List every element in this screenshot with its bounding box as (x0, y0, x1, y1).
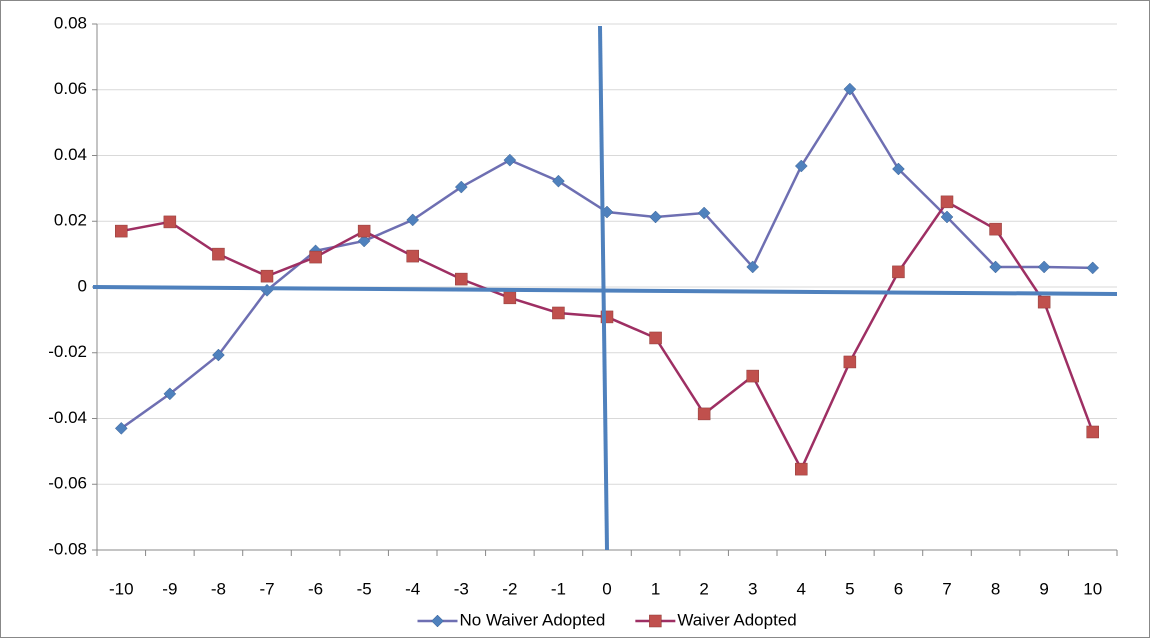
x-tick-label: 7 (942, 579, 951, 598)
data-point (1037, 295, 1051, 309)
x-tick-label: -10 (109, 579, 134, 598)
y-tick-label: -0.06 (48, 474, 87, 493)
data-point (649, 210, 662, 224)
data-point (892, 162, 905, 176)
x-tick-label: 3 (748, 579, 757, 598)
data-point (940, 195, 954, 209)
x-tick-label: 6 (894, 579, 903, 598)
x-tick-label: 4 (797, 579, 806, 598)
x-tick-label: -6 (308, 579, 323, 598)
data-point (455, 272, 468, 286)
y-tick-label: 0.02 (54, 211, 87, 230)
data-point (552, 306, 565, 320)
x-tick-label: -8 (211, 579, 226, 598)
x-tick-label: -5 (357, 579, 372, 598)
plot: -0.08-0.06-0.04-0.0200.020.040.060.08-10… (48, 13, 1118, 629)
x-tick-label: 2 (699, 579, 708, 598)
x-tick-label: -3 (454, 579, 469, 598)
legend-marker (649, 614, 662, 628)
y-tick-label: -0.02 (48, 342, 87, 361)
y-tick-label: -0.08 (48, 539, 87, 558)
data-point (115, 224, 128, 238)
x-tick-label: 9 (1039, 579, 1048, 598)
data-point (503, 291, 517, 305)
x-tick-label: -9 (162, 579, 177, 598)
data-point (1086, 425, 1099, 439)
data-point (114, 422, 128, 435)
y-tick-label: 0.04 (54, 145, 87, 164)
data-point (697, 407, 711, 421)
x-tick-label: -7 (259, 579, 274, 598)
data-point (843, 82, 857, 96)
x-tick-label: 10 (1083, 579, 1102, 598)
data-point (989, 222, 1002, 236)
data-point (989, 260, 1002, 274)
x-tick-label: 5 (845, 579, 854, 598)
data-point (212, 247, 225, 261)
data-point (843, 355, 857, 369)
data-point (454, 180, 468, 194)
data-point (892, 265, 905, 279)
x-tick-label: -1 (551, 579, 566, 598)
data-point (649, 331, 662, 345)
data-point (357, 224, 371, 238)
data-point (1037, 260, 1051, 274)
data-point (406, 249, 419, 263)
data-point (940, 210, 954, 224)
y-tick-label: 0.06 (54, 79, 87, 98)
data-point (1086, 261, 1100, 275)
data-point (746, 260, 760, 274)
x-tick-label: 1 (651, 579, 660, 598)
y-tick-label: 0.08 (54, 13, 87, 32)
data-point (795, 462, 808, 476)
data-point (406, 213, 420, 227)
data-point (260, 269, 274, 283)
data-point (503, 153, 517, 167)
data-point (552, 174, 565, 188)
x-tick-label: -4 (405, 579, 420, 598)
legend-marker (431, 614, 444, 628)
x-tick-label: 0 (602, 579, 611, 598)
annotation-vertical-line (598, 25, 609, 551)
data-point (163, 387, 177, 401)
x-tick-label: -2 (502, 579, 517, 598)
y-tick-label: 0 (78, 276, 87, 295)
x-tick-label: 8 (991, 579, 1000, 598)
data-point (746, 369, 759, 383)
data-point (212, 348, 225, 362)
data-point (697, 206, 711, 220)
data-point (794, 159, 808, 173)
data-point (357, 234, 371, 248)
data-point (163, 215, 177, 229)
y-tick-label: -0.04 (48, 408, 87, 427)
data-point (309, 250, 322, 264)
legend-label: No Waiver Adopted (460, 610, 606, 629)
legend-label: Waiver Adopted (677, 610, 796, 629)
